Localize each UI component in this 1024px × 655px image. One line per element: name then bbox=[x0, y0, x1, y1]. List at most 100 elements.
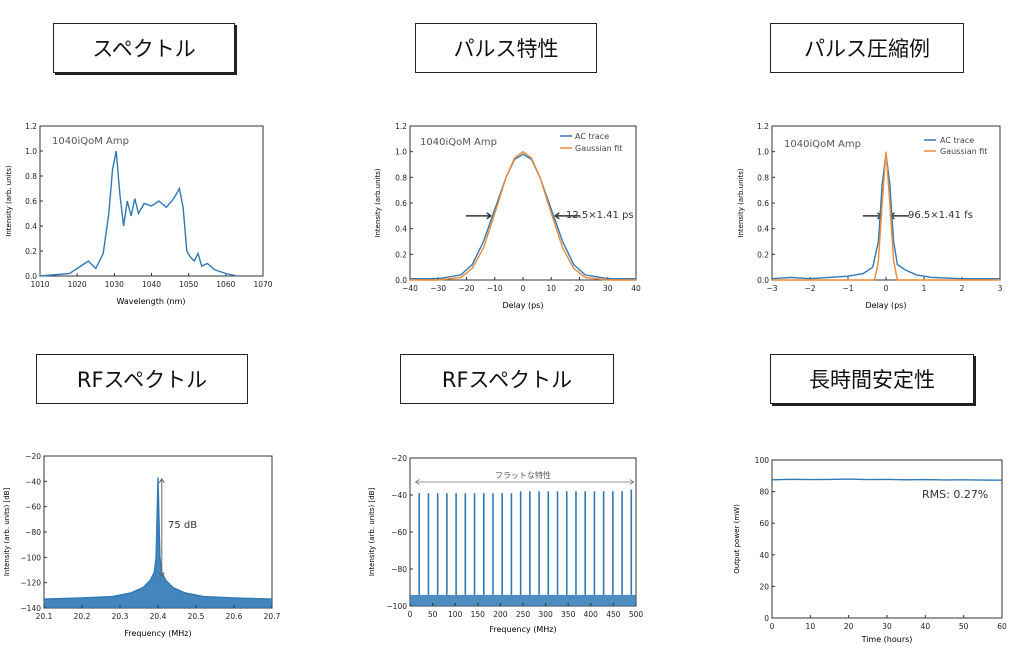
x-tick-label: 20.4 bbox=[150, 612, 167, 621]
rf-spectrum-comb-chart: フラットな特性 0 50 100 150 200 250 300 350 400 450 500 −… bbox=[368, 454, 644, 634]
trace-line bbox=[771, 478, 1003, 481]
comb-bars bbox=[410, 489, 636, 606]
x-tick-label: 3 bbox=[998, 284, 1003, 293]
y-tick-label: 0.2 bbox=[757, 250, 769, 259]
panel-title-spectrum: スペクトル bbox=[53, 23, 235, 73]
plot-frame bbox=[409, 457, 637, 607]
y-tick-labels: 0.0 0.2 0.4 0.6 0.8 1.0 1.2 bbox=[25, 122, 43, 281]
x-axis-label: Delay (ps) bbox=[503, 301, 544, 310]
y-axis-label: Intensity (arb.units) bbox=[737, 168, 745, 237]
y-tick-label: 1.2 bbox=[757, 122, 769, 131]
trace-line bbox=[410, 153, 636, 280]
y-tick-label: −60 bbox=[25, 503, 41, 512]
x-tick-label: 10 bbox=[806, 622, 816, 631]
plot-frame bbox=[39, 125, 264, 277]
x-tick-label: −3 bbox=[766, 284, 777, 293]
y-tick-labels: −100 −80 −60 −40 −20 bbox=[386, 454, 413, 611]
flat-range-double-arrow bbox=[414, 479, 635, 485]
x-tick-labels: 20.1 20.2 20.3 20.4 20.5 20.6 20.7 bbox=[36, 605, 281, 621]
x-tick-label: 1070 bbox=[253, 280, 272, 289]
x-tick-label: 1040 bbox=[142, 280, 161, 289]
x-tick-label: 50 bbox=[959, 622, 969, 631]
x-tick-label: 20.5 bbox=[188, 612, 205, 621]
x-tick-label: 20 bbox=[844, 622, 854, 631]
noise-floor-area bbox=[44, 477, 272, 608]
y-tick-label: 100 bbox=[755, 456, 770, 465]
y-tick-label: 0.0 bbox=[757, 276, 769, 285]
fwhm-annotation: 96.5×1.41 fs bbox=[908, 210, 973, 221]
inset-text: 1040iQoM Amp bbox=[52, 136, 129, 147]
x-tick-label: 1020 bbox=[68, 280, 87, 289]
long-term-stability-chart: RMS: 0.27% 0 10 20 30 40 50 60 0 20 40 60 80 100 Ti… bbox=[733, 456, 1007, 644]
x-tick-label: 500 bbox=[629, 610, 644, 619]
y-tick-label: 0 bbox=[764, 614, 769, 623]
y-tick-label: 0.2 bbox=[25, 247, 37, 256]
y-tick-label: 0.2 bbox=[395, 250, 407, 259]
x-tick-label: −10 bbox=[487, 284, 503, 293]
y-tick-label: 0.0 bbox=[395, 276, 407, 285]
x-tick-label: 30 bbox=[603, 284, 613, 293]
x-tick-label: 1010 bbox=[30, 280, 49, 289]
y-tick-label: 60 bbox=[759, 519, 769, 528]
panel-title-rf-spectrum-1: RFスペクトル bbox=[36, 354, 248, 404]
y-tick-label: 0.0 bbox=[25, 272, 37, 281]
y-tick-label: −20 bbox=[391, 454, 407, 463]
x-tick-label: 1 bbox=[922, 284, 927, 293]
x-tick-label: 0 bbox=[884, 284, 889, 293]
fwhm-annotation: 12.5×1.41 ps bbox=[566, 210, 634, 221]
x-tick-label: 150 bbox=[471, 610, 486, 619]
panel-title-long-term-stability: 長時間安定性 bbox=[770, 354, 974, 404]
y-tick-labels: 0.0 0.2 0.4 0.6 0.8 1.0 1.2 bbox=[395, 122, 413, 285]
x-tick-label: 300 bbox=[538, 610, 553, 619]
x-tick-label: 20 bbox=[575, 284, 585, 293]
pulse-compression-chart: 1040iQoM Amp AC trace Gaussian fit 96.5×… bbox=[737, 122, 1003, 310]
x-tick-label: −20 bbox=[459, 284, 475, 293]
y-tick-label: −100 bbox=[20, 553, 41, 562]
snr-annotation: 75 dB bbox=[168, 520, 197, 531]
series-group bbox=[771, 478, 1003, 481]
y-tick-label: 0.8 bbox=[395, 173, 407, 182]
x-tick-label: 100 bbox=[448, 610, 463, 619]
x-tick-labels: 1010 1020 1030 1040 1050 1060 1070 bbox=[30, 273, 273, 289]
right-arrow bbox=[889, 212, 910, 220]
gaussian-fit-line bbox=[410, 150, 636, 281]
x-tick-label: 20.7 bbox=[264, 612, 281, 621]
legend-gaussian-fit: Gaussian fit bbox=[940, 147, 987, 156]
y-tick-label: 1.0 bbox=[25, 147, 37, 156]
x-tick-label: −30 bbox=[430, 284, 446, 293]
x-axis-label: Wavelength (nm) bbox=[116, 297, 185, 306]
gaussian-fit-line bbox=[772, 151, 1000, 281]
y-tick-label: 0.6 bbox=[25, 197, 37, 206]
x-tick-label: 10 bbox=[546, 284, 556, 293]
legend-ac-trace: AC trace bbox=[575, 132, 609, 141]
y-tick-label: 40 bbox=[759, 551, 769, 560]
series-group bbox=[410, 150, 636, 281]
fwhm-arrows bbox=[465, 212, 581, 220]
y-tick-label: 0.8 bbox=[757, 173, 769, 182]
inset-text: 1040iQoM Amp bbox=[784, 139, 861, 150]
panel-title-pulse: パルス特性 bbox=[415, 23, 597, 73]
y-tick-label: 1.2 bbox=[25, 122, 37, 131]
plot-frame bbox=[771, 459, 1003, 619]
x-tick-label: 50 bbox=[428, 610, 438, 619]
left-arrow bbox=[465, 212, 492, 220]
y-tick-label: −100 bbox=[386, 602, 407, 611]
x-tick-label: −40 bbox=[402, 284, 418, 293]
right-arrow bbox=[554, 212, 581, 220]
y-tick-label: 1.0 bbox=[757, 148, 769, 157]
x-tick-label: 400 bbox=[584, 610, 599, 619]
pulse-autocorrelation-chart: 1040iQoM Amp AC trace Gaussian fit 12.5×… bbox=[374, 122, 641, 310]
y-tick-label: 1.2 bbox=[395, 122, 407, 131]
series-group bbox=[43, 477, 273, 608]
series-group bbox=[39, 150, 238, 277]
x-tick-label: 40 bbox=[921, 622, 931, 631]
y-tick-label: −20 bbox=[25, 452, 41, 461]
x-axis-label: Time (hours) bbox=[861, 635, 913, 644]
x-tick-label: 30 bbox=[882, 622, 892, 631]
inset-text: 1040iQoM Amp bbox=[420, 137, 497, 148]
x-tick-label: 250 bbox=[516, 610, 531, 619]
y-tick-label: 0.4 bbox=[25, 222, 37, 231]
y-tick-labels: −140 −120 −100 −80 −60 −40 −20 bbox=[20, 452, 47, 613]
y-tick-label: −80 bbox=[25, 528, 41, 537]
spectrum-chart: 1040iQoM Amp 1010 1020 1030 1040 1050 1060 107… bbox=[5, 122, 273, 306]
